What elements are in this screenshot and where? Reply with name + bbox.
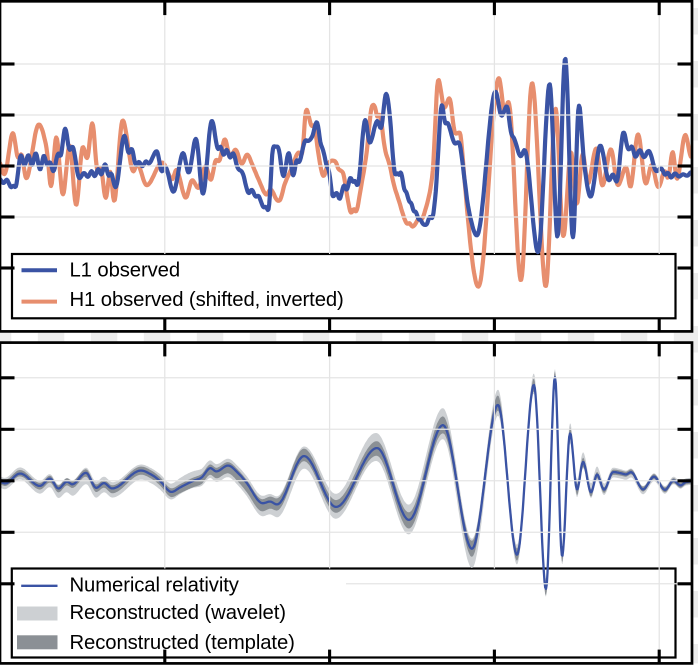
svg-text:H1 observed (shifted, inverted: H1 observed (shifted, inverted) [70,289,344,311]
svg-text:Reconstructed (template): Reconstructed (template) [70,632,295,654]
svg-text:Reconstructed (wavelet): Reconstructed (wavelet) [70,602,286,624]
svg-text:L1 observed: L1 observed [70,259,181,281]
svg-text:Numerical relativity: Numerical relativity [70,574,240,596]
